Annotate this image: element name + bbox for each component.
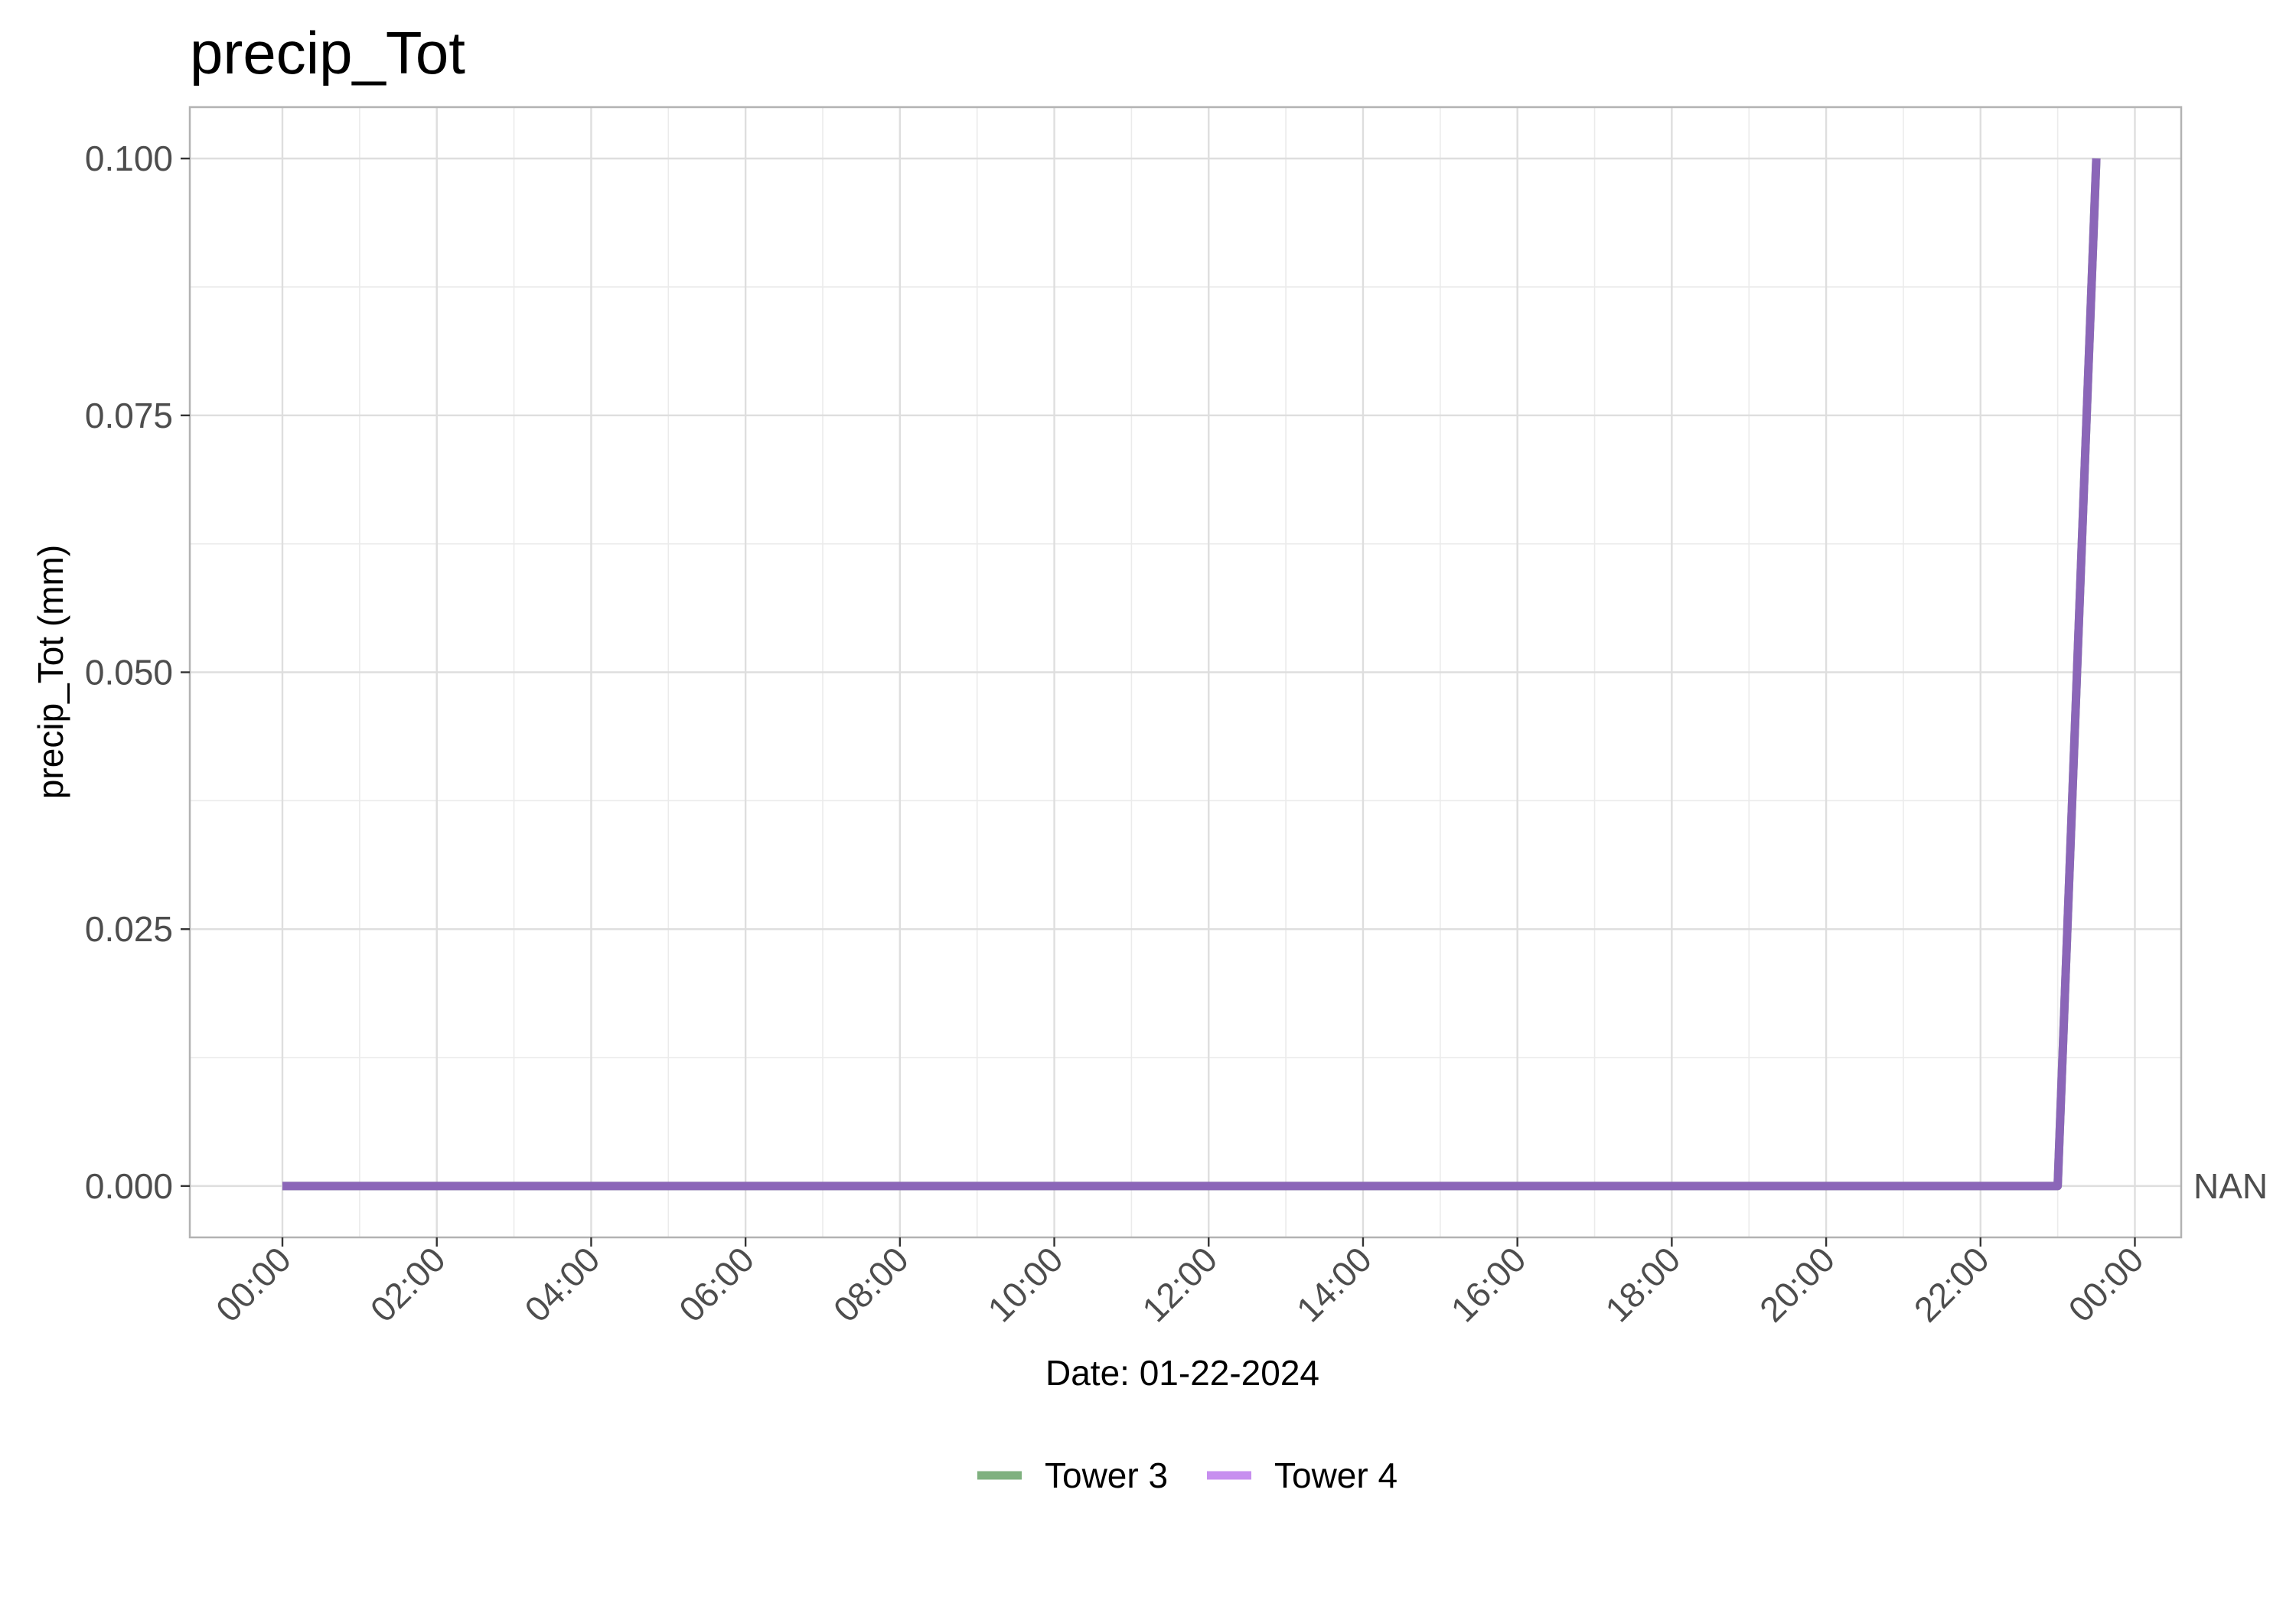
legend: Tower 3 Tower 4	[977, 1455, 1397, 1495]
x-tick-label: 04:00	[517, 1239, 607, 1329]
x-tick-label: 02:00	[363, 1239, 453, 1329]
x-tick-label: 06:00	[671, 1239, 762, 1329]
y-axis-label: precip_Tot (mm)	[31, 545, 70, 799]
x-tick-label: 14:00	[1289, 1239, 1379, 1329]
x-tick-label: 16:00	[1443, 1239, 1534, 1329]
legend-label-1: Tower 3	[1045, 1455, 1168, 1495]
series-line-2	[282, 158, 2101, 1191]
x-tick-label: 22:00	[1906, 1239, 1997, 1329]
x-axis: 00:00 02:00 04:00 06:00 08:00 10:00 12:00 14:00…	[208, 1237, 2151, 1329]
x-tick-label: 20:00	[1752, 1239, 1842, 1329]
x-tick-label: 00:00	[208, 1239, 298, 1329]
y-tick-label: 0.075	[85, 396, 173, 435]
x-axis-label: Date: 01-22-2024	[1045, 1353, 1319, 1393]
x-tick-label: 18:00	[1597, 1239, 1688, 1329]
legend-label-2: Tower 4	[1274, 1455, 1397, 1495]
series-lines	[282, 158, 2101, 1191]
y-tick-label: 0.025	[85, 909, 173, 949]
y-tick-label: 0.100	[85, 139, 173, 178]
y-tick-label: 0.050	[85, 653, 173, 693]
x-tick-label: 12:00	[1134, 1239, 1225, 1329]
y-tick-label: 0.000	[85, 1166, 173, 1206]
series-end-label: NAN	[2193, 1166, 2268, 1206]
major-gridlines	[190, 107, 2181, 1237]
y-axis: 0.000 0.025 0.050 0.075 0.100	[85, 139, 190, 1206]
plot-area	[188, 106, 2183, 1239]
x-tick-label: 10:00	[980, 1239, 1070, 1329]
x-tick-label: 00:00	[2060, 1239, 2151, 1329]
chart-title: precip_Tot	[190, 19, 465, 86]
x-tick-label: 08:00	[826, 1239, 916, 1329]
